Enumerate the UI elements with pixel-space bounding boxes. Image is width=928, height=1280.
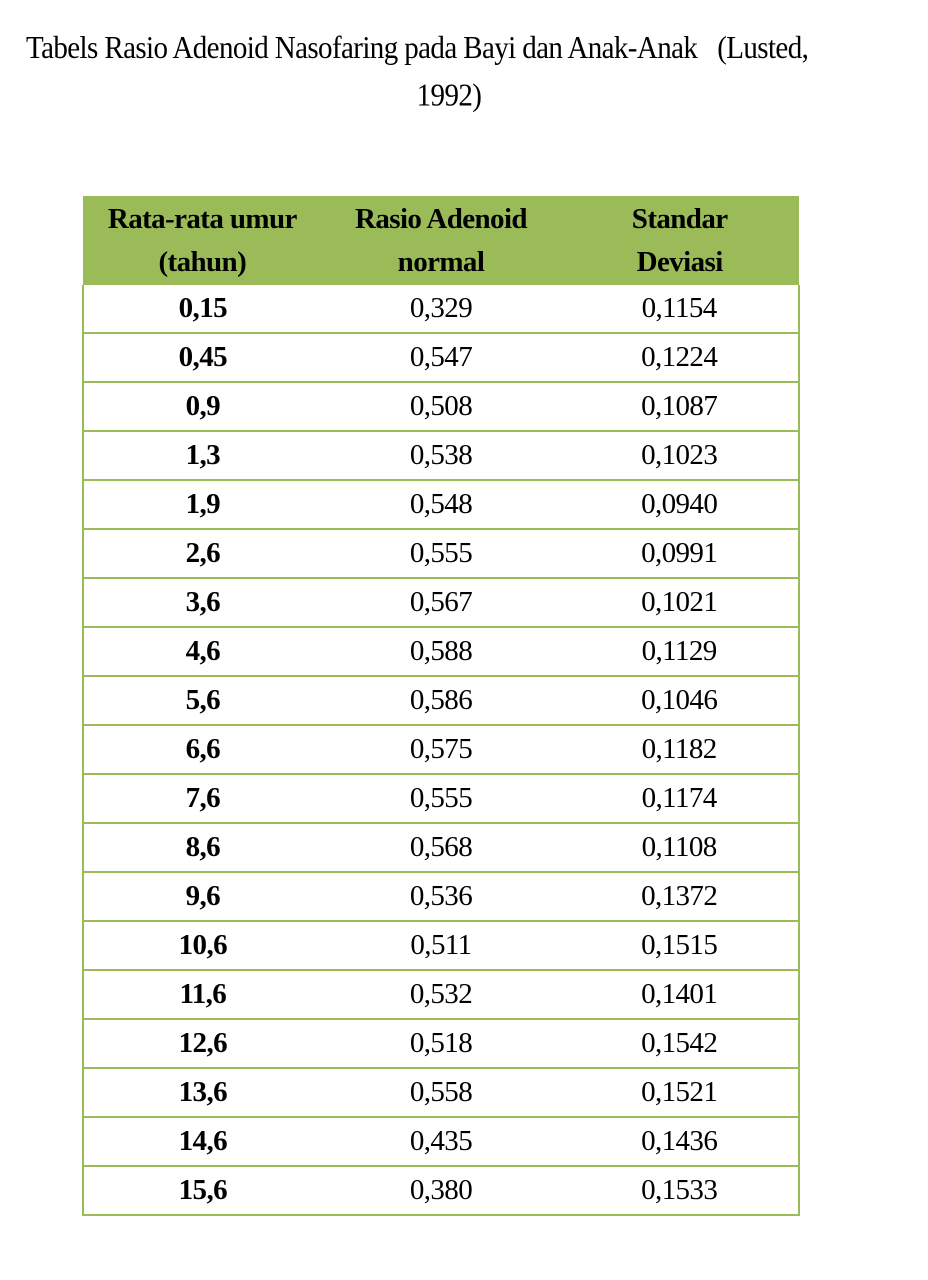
table-row: 2,6 0,555 0,0991 (82, 529, 800, 579)
header-line: Standar (631, 202, 728, 235)
table-row: 8,6 0,568 0,1108 (82, 823, 800, 873)
table-cell: 0,9 (82, 382, 322, 432)
table-cell: 0,536 (321, 872, 561, 922)
table-cell: 0,568 (321, 823, 561, 873)
table-row: 14,6 0,435 0,1436 (82, 1117, 800, 1167)
table-cell: 0,0940 (560, 480, 800, 530)
header-cell: Rata-rata umur (tahun) (83, 196, 322, 285)
table-row: 9,6 0,536 0,1372 (82, 872, 800, 922)
table-row: 15,6 0,380 0,1533 (82, 1166, 800, 1216)
table-row: 7,6 0,555 0,1174 (82, 774, 800, 824)
table-cell: 0,1182 (560, 725, 800, 775)
table-row: 6,6 0,575 0,1182 (82, 725, 800, 775)
table-cell: 0,1087 (560, 382, 800, 432)
table-cell: 0,1174 (560, 774, 800, 824)
table-cell: 0,555 (321, 529, 561, 579)
table-cell: 0,1515 (560, 921, 800, 971)
table-cell: 5,6 (82, 676, 322, 726)
table-cell: 2,6 (82, 529, 322, 579)
table-row: 5,6 0,586 0,1046 (82, 676, 800, 726)
table-cell: 0,1154 (560, 285, 800, 334)
header-cell: Standar Deviasi (560, 196, 799, 285)
table-cell: 0,547 (321, 333, 561, 383)
table-cell: 0,45 (82, 333, 322, 383)
table-cell: 0,1372 (560, 872, 800, 922)
table-cell: 10,6 (82, 921, 322, 971)
table-row: 0,9 0,508 0,1087 (82, 382, 800, 432)
table-cell: 0,511 (321, 921, 561, 971)
table-cell: 0,1021 (560, 578, 800, 628)
header-line: normal (397, 245, 485, 278)
table-cell: 0,518 (321, 1019, 561, 1069)
table-cell: 0,329 (321, 285, 561, 334)
table-row: 1,9 0,548 0,0940 (82, 480, 800, 530)
table-cell: 6,6 (82, 725, 322, 775)
table-row: 10,6 0,511 0,1515 (82, 921, 800, 971)
table-cell: 1,3 (82, 431, 322, 481)
table-cell: 0,567 (321, 578, 561, 628)
header-cell: Rasio Adenoid normal (321, 196, 561, 285)
table-row: 0,15 0,329 0,1154 (82, 285, 800, 334)
table-cell: 0,532 (321, 970, 561, 1020)
title: Tabels Rasio Adenoid Nasofaring pada Bay… (0, 24, 928, 119)
header-row: Rata-rata umur (tahun) Rasio Adenoid normal… (83, 196, 799, 285)
table-cell: 0,1401 (560, 970, 800, 1020)
table-row: 1,3 0,538 0,1023 (82, 431, 800, 481)
table-cell: 0,588 (321, 627, 561, 677)
table-cell: 0,548 (321, 480, 561, 530)
table-cell: 0,1521 (560, 1068, 800, 1118)
table-cell: 0,380 (321, 1166, 561, 1216)
table-body: 0,15 0,329 0,1154 0,45 0,547 0,1224 0,9 0,508 0,… (82, 285, 800, 1216)
table-row: 4,6 0,588 0,1129 (82, 627, 800, 677)
table-cell: 0,1542 (560, 1019, 800, 1069)
table-cell: 7,6 (82, 774, 322, 824)
table-cell: 0,555 (321, 774, 561, 824)
table-row: 12,6 0,518 0,1542 (82, 1019, 800, 1069)
table-cell: 0,1224 (560, 333, 800, 383)
table-cell: 0,558 (321, 1068, 561, 1118)
header-line: Rasio Adenoid (355, 202, 528, 235)
title-line: 1992) (416, 78, 482, 114)
title-line: Tabels Rasio Adenoid Nasofaring pada Bay… (26, 30, 809, 66)
table-cell: 0,1108 (560, 823, 800, 873)
table-row: 3,6 0,567 0,1021 (82, 578, 800, 628)
data-table: Rata-rata umur (tahun) Rasio Adenoid normal… (82, 196, 800, 1216)
table-cell: 14,6 (82, 1117, 322, 1167)
table-cell: 11,6 (82, 970, 322, 1020)
table-cell: 1,9 (82, 480, 322, 530)
table-header: Rata-rata umur (tahun) Rasio Adenoid normal… (83, 196, 799, 285)
header-line: Deviasi (636, 245, 724, 278)
table-cell: 0,1436 (560, 1117, 800, 1167)
table-cell: 12,6 (82, 1019, 322, 1069)
table-cell: 0,575 (321, 725, 561, 775)
table-cell: 0,1129 (560, 627, 800, 677)
header-line: (tahun) (158, 245, 247, 278)
table-cell: 0,435 (321, 1117, 561, 1167)
header-line: Rata-rata umur (107, 202, 298, 235)
table-cell: 0,0991 (560, 529, 800, 579)
table-cell: 0,586 (321, 676, 561, 726)
table-cell: 0,1023 (560, 431, 800, 481)
table-cell: 0,1533 (560, 1166, 800, 1216)
table-cell: 0,1046 (560, 676, 800, 726)
table-row: 0,45 0,547 0,1224 (82, 333, 800, 383)
table-cell: 15,6 (82, 1166, 322, 1216)
table-cell: 0,15 (82, 285, 322, 334)
table-cell: 0,538 (321, 431, 561, 481)
table-cell: 9,6 (82, 872, 322, 922)
table-cell: 4,6 (82, 627, 322, 677)
table-row: 11,6 0,532 0,1401 (82, 970, 800, 1020)
table-cell: 3,6 (82, 578, 322, 628)
table-cell: 13,6 (82, 1068, 322, 1118)
table-cell: 0,508 (321, 382, 561, 432)
table-cell: 8,6 (82, 823, 322, 873)
table-row: 13,6 0,558 0,1521 (82, 1068, 800, 1118)
